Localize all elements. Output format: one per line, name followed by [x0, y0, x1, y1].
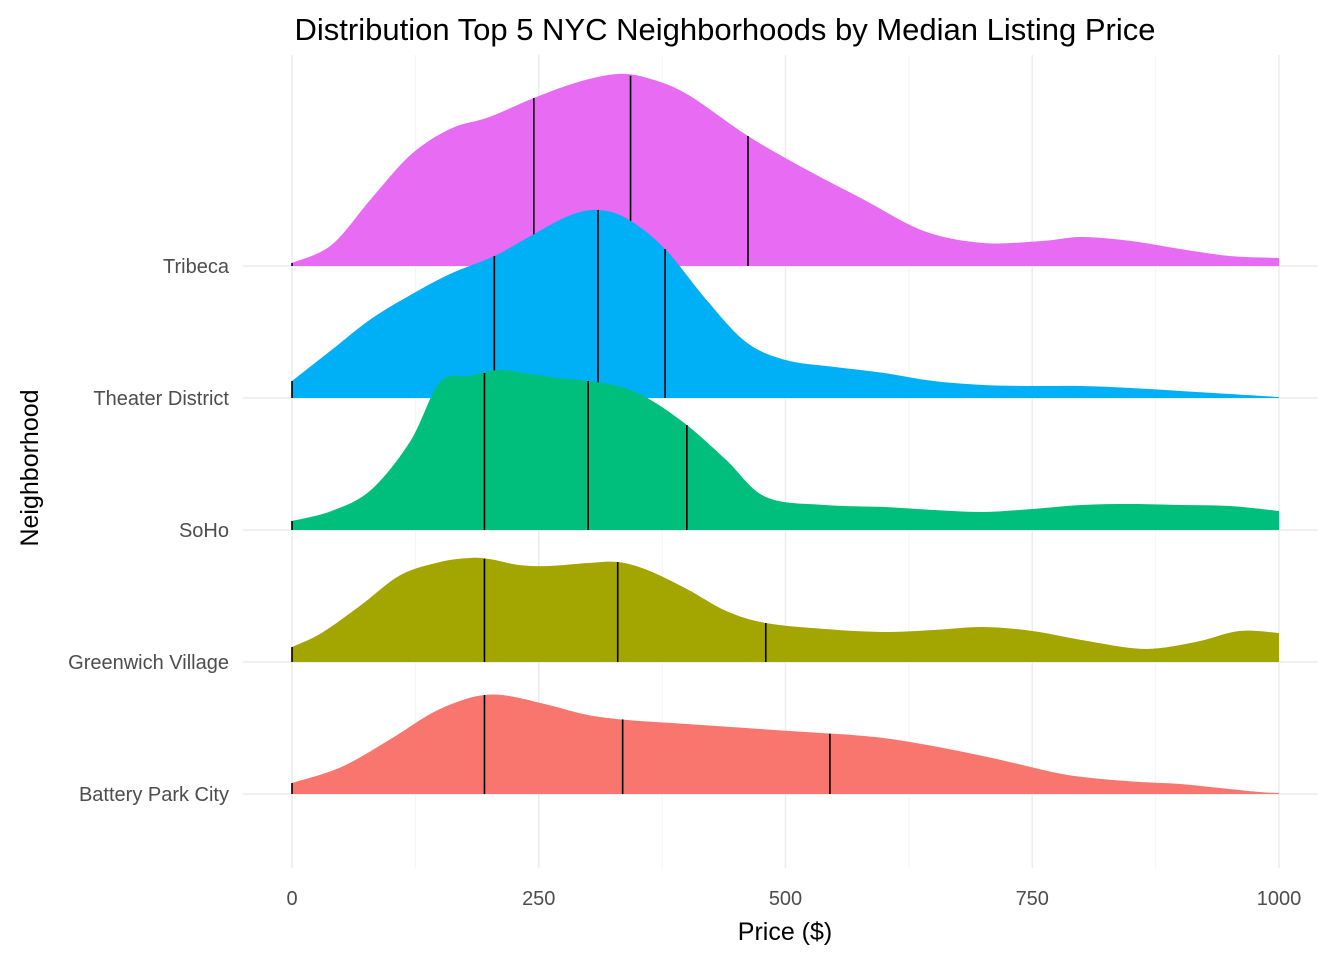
x-tick-label: 1000 [1257, 888, 1302, 910]
ridge-series [291, 557, 1279, 662]
x-axis-title: Price ($) [738, 918, 832, 946]
ridge-series [291, 694, 1279, 794]
y-tick-label: Theater District [93, 388, 229, 410]
y-tick-label: SoHo [179, 520, 229, 542]
x-tick-label: 500 [769, 888, 802, 910]
ridge-series [291, 369, 1279, 530]
chart-title: Distribution Top 5 NYC Neighborhoods by … [295, 12, 1156, 47]
ridge-fill [292, 73, 1279, 266]
y-axis-title: Neighborhood [16, 389, 44, 546]
ridges [291, 73, 1279, 794]
ridge-fill [292, 369, 1279, 530]
ridge-fill [292, 694, 1279, 794]
x-axis-ticks: 0 250 500 750 1000 [286, 888, 1301, 910]
x-tick-label: 750 [1016, 888, 1049, 910]
ridge-series [291, 209, 1279, 398]
x-tick-label: 0 [286, 888, 297, 910]
y-tick-label: Greenwich Village [68, 652, 229, 674]
ridge-fill [292, 557, 1279, 662]
y-tick-label: Tribeca [163, 256, 230, 278]
x-tick-label: 250 [522, 888, 555, 910]
y-tick-label: Battery Park City [79, 784, 229, 806]
ridge-fill [292, 209, 1279, 398]
y-axis-ticks: Tribeca Theater District SoHo Greenwich Vil… [68, 256, 230, 806]
